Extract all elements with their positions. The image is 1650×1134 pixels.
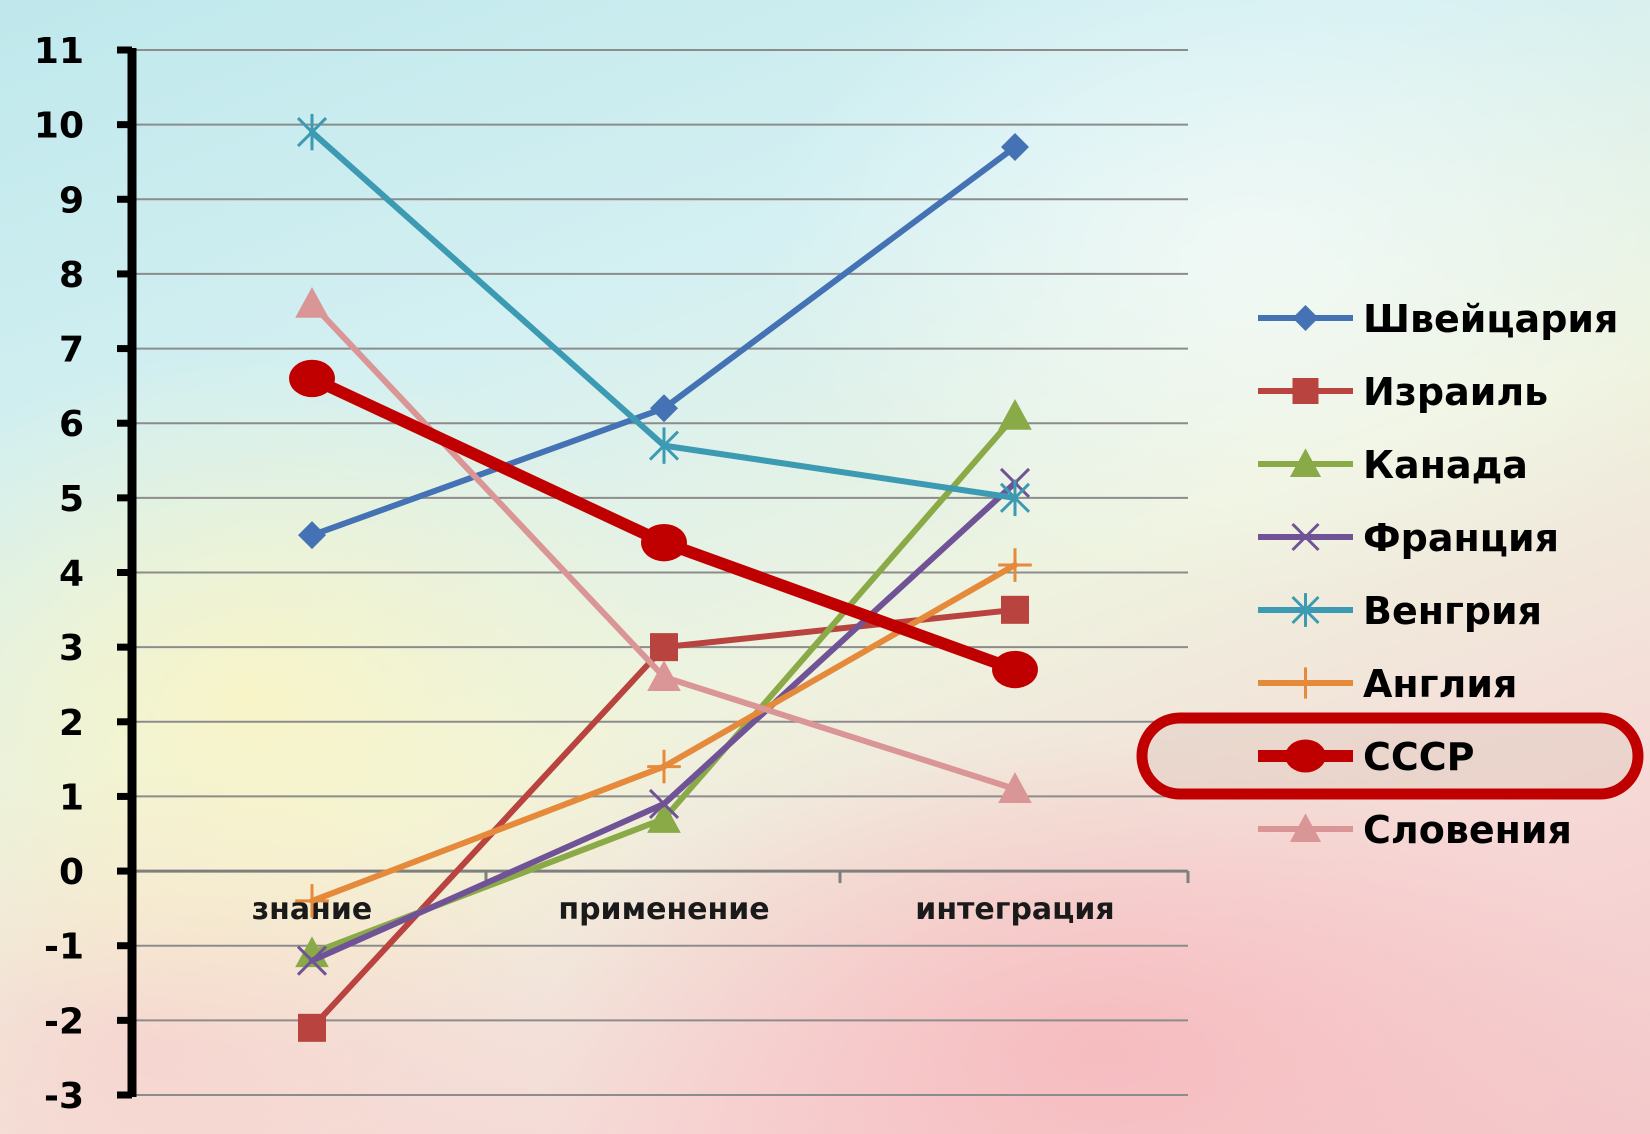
data-point bbox=[298, 1013, 326, 1042]
legend-item: СССР bbox=[1136, 712, 1644, 800]
y-tick-label: 4 bbox=[59, 554, 84, 595]
legend-item: Венгрия bbox=[1258, 589, 1542, 633]
legend-marker bbox=[1292, 378, 1319, 404]
data-point bbox=[998, 548, 1032, 582]
legend-label: Англия bbox=[1363, 662, 1517, 706]
series-lines bbox=[289, 113, 1038, 1042]
x-category-label: применение bbox=[558, 892, 769, 927]
data-point bbox=[998, 772, 1032, 803]
legend-label: Канада bbox=[1363, 443, 1528, 487]
y-tick-label: -3 bbox=[44, 1076, 84, 1117]
data-point bbox=[296, 945, 328, 976]
legend-marker-stroke bbox=[1291, 522, 1320, 552]
data-point bbox=[295, 884, 329, 918]
legend-item: Англия bbox=[1258, 662, 1517, 706]
data-point bbox=[1001, 133, 1029, 162]
series-6 bbox=[295, 548, 1032, 918]
data-point bbox=[998, 398, 1032, 430]
data-point bbox=[296, 113, 328, 151]
y-tick-label: 9 bbox=[59, 180, 84, 221]
legend-marker bbox=[1291, 522, 1320, 552]
data-point bbox=[647, 749, 681, 784]
data-point bbox=[295, 286, 329, 318]
legend-label: СССР bbox=[1363, 735, 1475, 779]
y-tick-label: 6 bbox=[59, 404, 84, 445]
series-5 bbox=[296, 113, 1031, 517]
series-4 bbox=[296, 467, 1031, 976]
legend-marker bbox=[1291, 593, 1320, 627]
data-point bbox=[647, 802, 681, 833]
data-point bbox=[647, 660, 681, 691]
y-tick-label: 2 bbox=[59, 703, 84, 744]
data-point bbox=[648, 427, 680, 464]
legend-marker bbox=[1292, 305, 1319, 331]
data-point bbox=[650, 394, 678, 423]
legend-item: Словения bbox=[1258, 808, 1572, 852]
legend-item: Франция bbox=[1258, 516, 1559, 560]
legend-label: Словения bbox=[1363, 808, 1572, 852]
legend-marker bbox=[1289, 448, 1322, 477]
y-tick-label: 7 bbox=[59, 330, 84, 371]
series-1 bbox=[298, 133, 1029, 550]
legend-label: Франция bbox=[1363, 516, 1559, 560]
series-line bbox=[309, 144, 1018, 539]
data-point bbox=[992, 650, 1038, 689]
legend-highlight-oval bbox=[1136, 712, 1644, 800]
data-point-stroke bbox=[296, 945, 328, 976]
y-tick-label: -2 bbox=[44, 1001, 84, 1042]
data-point bbox=[641, 523, 687, 562]
y-tick-label: 5 bbox=[59, 479, 84, 520]
legend-item: Канада bbox=[1258, 443, 1528, 487]
legend-marker bbox=[1285, 739, 1326, 773]
gridlines bbox=[132, 49, 1188, 1096]
data-point bbox=[1001, 595, 1029, 624]
series-7 bbox=[289, 359, 1038, 689]
y-tick-label: 0 bbox=[59, 852, 84, 893]
series-line bbox=[309, 562, 1018, 904]
data-point bbox=[650, 633, 678, 662]
legend-label: Венгрия bbox=[1363, 589, 1542, 633]
x-axis: знание применение интеграция bbox=[130, 869, 1190, 927]
legend-marker bbox=[1289, 813, 1322, 842]
y-tick-label: 3 bbox=[59, 628, 84, 669]
y-tick-label: 1 bbox=[59, 777, 84, 818]
y-tick-label: -1 bbox=[44, 927, 84, 968]
y-tick-label: 10 bbox=[34, 106, 84, 147]
legend-label: Израиль bbox=[1363, 370, 1548, 414]
data-point bbox=[999, 479, 1031, 517]
x-category-label: интеграция bbox=[915, 892, 1114, 927]
data-point-stroke bbox=[648, 788, 680, 819]
y-tick-label: 11 bbox=[34, 31, 84, 72]
legend-label: Швейцария bbox=[1363, 297, 1618, 341]
y-tick-label: 8 bbox=[59, 255, 84, 296]
legend-item: Швейцария bbox=[1258, 297, 1618, 341]
legend: Швейцария Израиль Канада Франция Венгрия Англ… bbox=[1136, 297, 1644, 852]
legend-item: Израиль bbox=[1258, 370, 1548, 414]
legend-marker bbox=[1289, 667, 1322, 699]
data-point bbox=[289, 359, 335, 398]
data-point bbox=[298, 521, 326, 550]
data-point bbox=[648, 788, 680, 819]
